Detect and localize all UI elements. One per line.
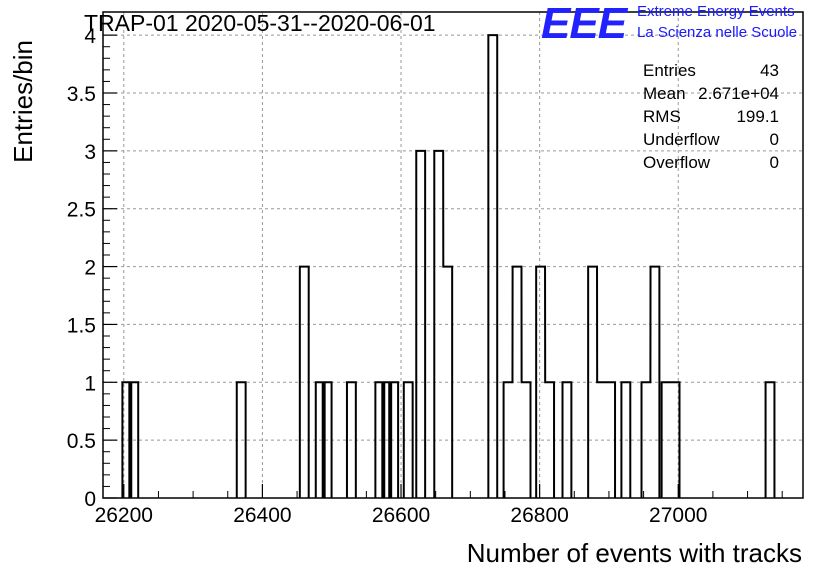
histogram-bars xyxy=(121,34,776,498)
stats-key: Overflow xyxy=(643,153,711,172)
y-tick-label: 2.5 xyxy=(67,199,96,222)
x-tick-label: 26600 xyxy=(372,504,430,527)
axis-ticks: 26200 26400 26600 26800 27000 0 0.5 1 1.5 2 2.5 3 3.… xyxy=(67,23,783,527)
x-tick-label: 26200 xyxy=(95,504,153,527)
stats-value: 0 xyxy=(769,130,779,149)
stats-row-underflow: Underflow 0 xyxy=(641,128,781,151)
chart-title: TRAP-01 2020-05-31--2020-06-01 xyxy=(84,10,436,36)
y-tick-label: 4 xyxy=(84,25,96,48)
x-tick-label: 27000 xyxy=(649,504,707,527)
histogram-outline xyxy=(121,34,776,498)
eee-logo: EEE xyxy=(541,0,627,48)
logo-line-1: Extreme Energy Events xyxy=(637,3,795,20)
logo-line-2: La Scienza nelle Scuole xyxy=(637,24,798,41)
stats-key: Entries xyxy=(643,61,696,80)
stats-row-mean: Mean 2.671e+04 xyxy=(641,82,781,105)
y-tick-label: 3 xyxy=(84,141,96,164)
stats-value: 0 xyxy=(769,153,779,172)
stats-key: RMS xyxy=(643,107,681,126)
stats-box: Entries 43 Mean 2.671e+04 RMS 199.1 Unde… xyxy=(641,59,781,174)
stats-row-entries: Entries 43 xyxy=(641,59,781,82)
y-tick-label: 2 xyxy=(84,257,96,280)
stats-row-rms: RMS 199.1 xyxy=(641,105,781,128)
y-tick-label: 3.5 xyxy=(67,83,96,106)
stats-value: 2.671e+04 xyxy=(698,84,779,103)
x-tick-label: 26800 xyxy=(510,504,568,527)
y-tick-label: 1.5 xyxy=(67,314,96,337)
y-tick-label: 0 xyxy=(84,488,96,511)
stats-key: Underflow xyxy=(643,130,720,149)
y-tick-label: 1 xyxy=(84,372,96,395)
stats-value: 43 xyxy=(760,61,779,80)
stats-value: 199.1 xyxy=(736,107,779,126)
y-tick-label: 0.5 xyxy=(67,430,96,453)
x-axis-label: Number of events with tracks xyxy=(467,538,802,568)
y-axis-label: Entries/bin xyxy=(8,40,38,163)
stats-key: Mean xyxy=(643,84,686,103)
x-tick-label: 26400 xyxy=(233,504,291,527)
stats-row-overflow: Overflow 0 xyxy=(641,151,781,174)
